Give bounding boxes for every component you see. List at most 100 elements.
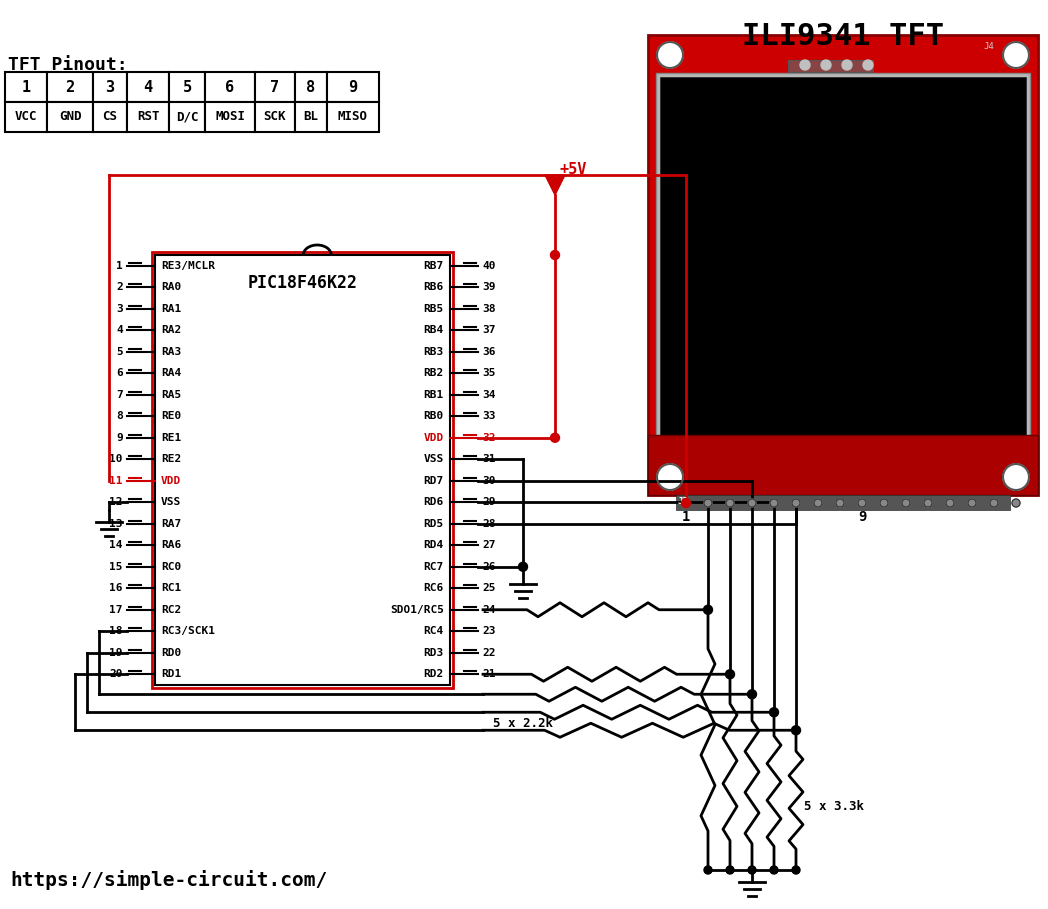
Text: CS: CS (103, 111, 117, 124)
Text: RA5: RA5 (161, 390, 181, 400)
Bar (788, 60, 873, 72)
Circle shape (842, 60, 852, 70)
Circle shape (858, 499, 866, 507)
Text: 20: 20 (109, 669, 123, 679)
Circle shape (1003, 464, 1029, 490)
Text: SDO1/RC5: SDO1/RC5 (390, 604, 444, 614)
Text: RC0: RC0 (161, 562, 181, 572)
Text: 1: 1 (682, 510, 691, 524)
Text: 9: 9 (858, 510, 867, 524)
Text: 32: 32 (482, 433, 496, 443)
Bar (908, 435, 952, 460)
Text: 3: 3 (116, 304, 123, 314)
Bar (692, 435, 735, 460)
Text: https://simple-circuit.com/: https://simple-circuit.com/ (10, 870, 327, 890)
Bar (778, 435, 822, 460)
Bar (93, 102, 127, 132)
Text: 1: 1 (116, 261, 123, 271)
Text: 39: 39 (482, 283, 496, 293)
Circle shape (836, 499, 844, 507)
Text: VCC: VCC (15, 111, 38, 124)
Bar (255, 72, 294, 102)
Text: 37: 37 (482, 325, 496, 335)
Text: MOSI: MOSI (215, 111, 245, 124)
Circle shape (990, 499, 998, 507)
Text: RC1: RC1 (161, 584, 181, 594)
Circle shape (800, 60, 810, 70)
Bar (47, 72, 93, 102)
Circle shape (770, 499, 778, 507)
Bar (660, 77, 1026, 435)
Circle shape (726, 499, 734, 507)
Text: 2: 2 (116, 283, 123, 293)
Text: 4: 4 (116, 325, 123, 335)
Text: J4: J4 (983, 42, 994, 51)
Bar (952, 435, 996, 460)
Text: 5: 5 (116, 346, 123, 356)
Circle shape (791, 725, 801, 734)
Text: RB6: RB6 (423, 283, 444, 293)
Text: RE3/MCLR: RE3/MCLR (161, 261, 215, 271)
Text: 5 x 2.2k: 5 x 2.2k (493, 717, 553, 730)
Text: 16: 16 (109, 584, 123, 594)
Bar (169, 102, 205, 132)
Text: 17: 17 (109, 604, 123, 614)
Text: RA2: RA2 (161, 325, 181, 335)
Text: RA3: RA3 (161, 346, 181, 356)
Text: RC2: RC2 (161, 604, 181, 614)
Text: VSS: VSS (161, 497, 181, 507)
Bar (735, 435, 779, 460)
Circle shape (748, 499, 756, 507)
Text: RD0: RD0 (161, 648, 181, 658)
Circle shape (792, 499, 800, 507)
Circle shape (657, 464, 683, 490)
Text: 5: 5 (182, 79, 192, 95)
Text: RD3: RD3 (423, 648, 444, 658)
Text: 22: 22 (482, 648, 496, 658)
Text: BL: BL (304, 111, 319, 124)
Text: +5V: +5V (560, 163, 587, 177)
Bar (93, 72, 127, 102)
Text: RC7: RC7 (423, 562, 444, 572)
Text: 31: 31 (482, 454, 496, 464)
Circle shape (814, 499, 822, 507)
Bar (676, 495, 1010, 510)
Text: 21: 21 (482, 669, 496, 679)
Text: RB0: RB0 (423, 411, 444, 421)
Text: VDD: VDD (161, 475, 181, 485)
Bar (294, 72, 327, 102)
Text: PIC18F46K22: PIC18F46K22 (247, 274, 357, 292)
Bar (648, 435, 692, 460)
Circle shape (657, 42, 683, 68)
Bar (865, 435, 909, 460)
Text: RC6: RC6 (423, 584, 444, 594)
Text: RB7: RB7 (423, 261, 444, 271)
Circle shape (725, 670, 735, 679)
Bar (822, 435, 866, 460)
Text: 13: 13 (109, 519, 123, 529)
Text: RB5: RB5 (423, 304, 444, 314)
Text: VDD: VDD (423, 433, 444, 443)
Text: 28: 28 (482, 519, 496, 529)
Text: 35: 35 (482, 368, 496, 378)
Circle shape (769, 708, 779, 717)
Text: 24: 24 (482, 604, 496, 614)
Text: 9: 9 (348, 79, 357, 95)
Text: 7: 7 (116, 390, 123, 400)
Text: VSS: VSS (423, 454, 444, 464)
Text: 3: 3 (106, 79, 114, 95)
Text: GND: GND (59, 111, 82, 124)
Circle shape (519, 563, 527, 571)
Circle shape (747, 690, 757, 699)
Bar (127, 72, 169, 102)
Text: 33: 33 (482, 411, 496, 421)
Text: 38: 38 (482, 304, 496, 314)
Bar (155, 255, 450, 685)
Circle shape (681, 498, 691, 507)
Text: RB3: RB3 (423, 346, 444, 356)
Text: 8: 8 (306, 79, 315, 95)
Text: 15: 15 (109, 562, 123, 572)
Circle shape (924, 499, 932, 507)
Bar (169, 72, 205, 102)
Circle shape (726, 866, 734, 874)
